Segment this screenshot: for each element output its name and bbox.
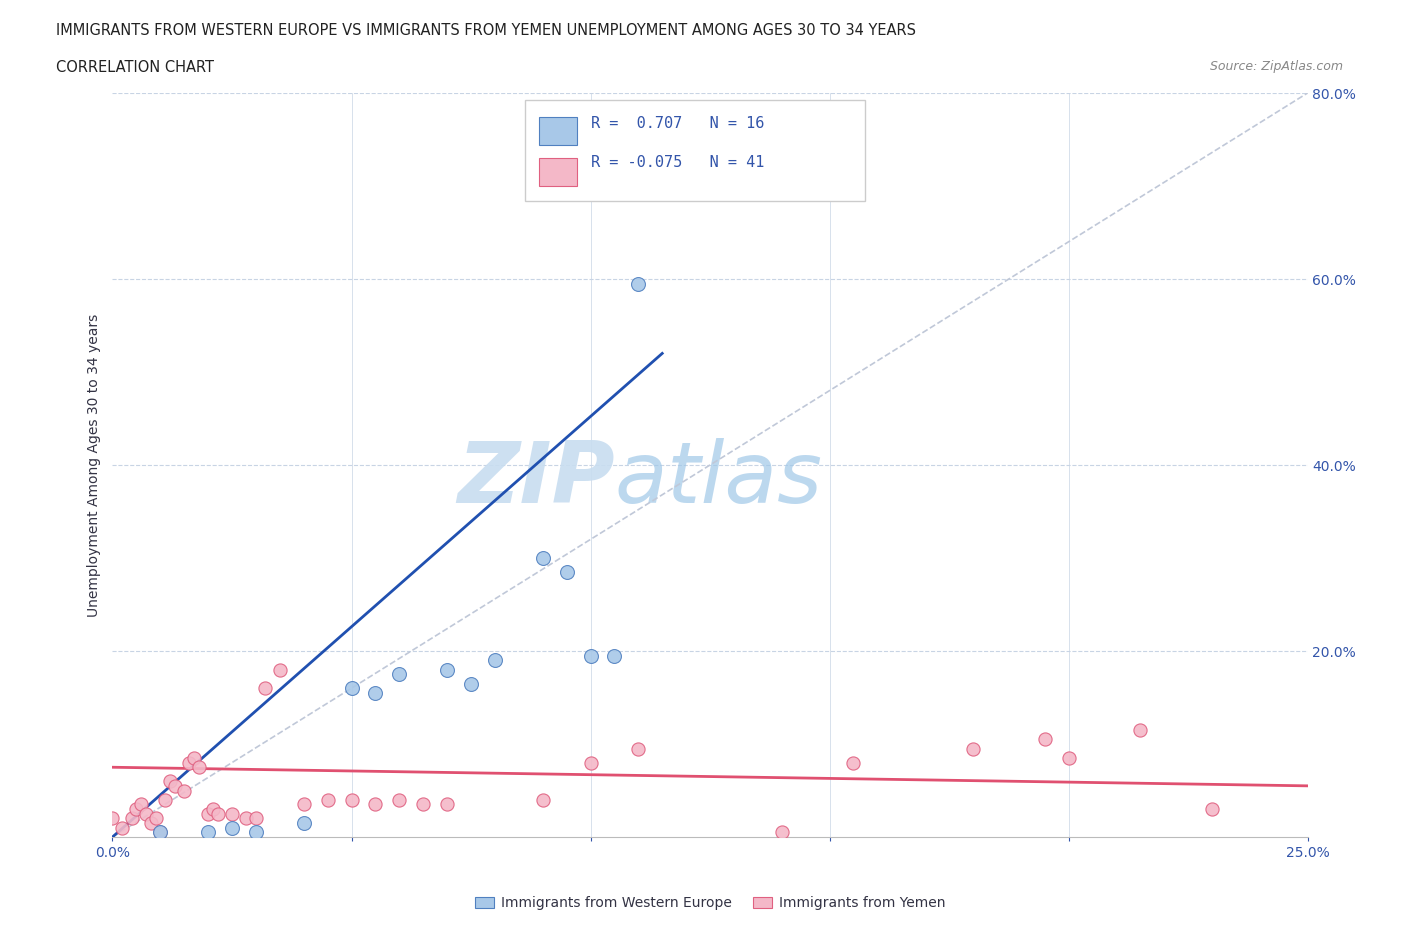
- Point: [269, 662, 291, 677]
- Point: [531, 551, 554, 565]
- Point: [436, 797, 458, 812]
- Point: [254, 681, 277, 696]
- Point: [125, 802, 148, 817]
- Point: [627, 741, 650, 756]
- Text: R =  0.707   N = 16: R = 0.707 N = 16: [591, 116, 763, 131]
- Point: [579, 648, 602, 663]
- Point: [388, 667, 411, 682]
- Point: [412, 797, 434, 812]
- Point: [603, 648, 626, 663]
- Point: [245, 825, 267, 840]
- Point: [221, 820, 243, 835]
- Y-axis label: Unemployment Among Ages 30 to 34 years: Unemployment Among Ages 30 to 34 years: [87, 313, 101, 617]
- Point: [1057, 751, 1080, 765]
- Point: [149, 825, 172, 840]
- Bar: [538, 117, 578, 145]
- Point: [163, 778, 186, 793]
- Point: [183, 751, 205, 765]
- Point: [292, 797, 315, 812]
- Bar: [538, 158, 578, 186]
- Point: [627, 276, 650, 291]
- Point: [121, 811, 143, 826]
- Point: [1129, 723, 1152, 737]
- Point: [460, 676, 482, 691]
- Point: [187, 760, 209, 775]
- Point: [101, 811, 124, 826]
- Point: [149, 825, 172, 840]
- Point: [364, 797, 387, 812]
- Point: [135, 806, 157, 821]
- Point: [197, 806, 219, 821]
- Point: [292, 816, 315, 830]
- Point: [340, 792, 363, 807]
- Text: IMMIGRANTS FROM WESTERN EUROPE VS IMMIGRANTS FROM YEMEN UNEMPLOYMENT AMONG AGES : IMMIGRANTS FROM WESTERN EUROPE VS IMMIGR…: [56, 23, 917, 38]
- Point: [235, 811, 257, 826]
- Text: Source: ZipAtlas.com: Source: ZipAtlas.com: [1209, 60, 1343, 73]
- Text: atlas: atlas: [614, 438, 823, 522]
- Point: [316, 792, 339, 807]
- Point: [197, 825, 219, 840]
- Point: [555, 565, 578, 579]
- Point: [340, 681, 363, 696]
- Text: ZIP: ZIP: [457, 438, 614, 522]
- Point: [579, 755, 602, 770]
- Point: [1033, 732, 1056, 747]
- Legend: Immigrants from Western Europe, Immigrants from Yemen: Immigrants from Western Europe, Immigran…: [470, 891, 950, 916]
- Point: [388, 792, 411, 807]
- Point: [770, 825, 793, 840]
- Point: [145, 811, 167, 826]
- FancyBboxPatch shape: [524, 100, 865, 201]
- Point: [159, 774, 181, 789]
- Point: [173, 783, 195, 798]
- Point: [201, 802, 224, 817]
- Point: [484, 653, 506, 668]
- Point: [962, 741, 984, 756]
- Point: [1201, 802, 1223, 817]
- Point: [364, 685, 387, 700]
- Text: CORRELATION CHART: CORRELATION CHART: [56, 60, 214, 75]
- Point: [177, 755, 200, 770]
- Point: [207, 806, 229, 821]
- Point: [245, 811, 267, 826]
- Point: [842, 755, 865, 770]
- Point: [129, 797, 152, 812]
- Point: [531, 792, 554, 807]
- Point: [153, 792, 176, 807]
- Point: [111, 820, 134, 835]
- Text: R = -0.075   N = 41: R = -0.075 N = 41: [591, 154, 763, 170]
- Point: [221, 806, 243, 821]
- Point: [139, 816, 162, 830]
- Point: [436, 662, 458, 677]
